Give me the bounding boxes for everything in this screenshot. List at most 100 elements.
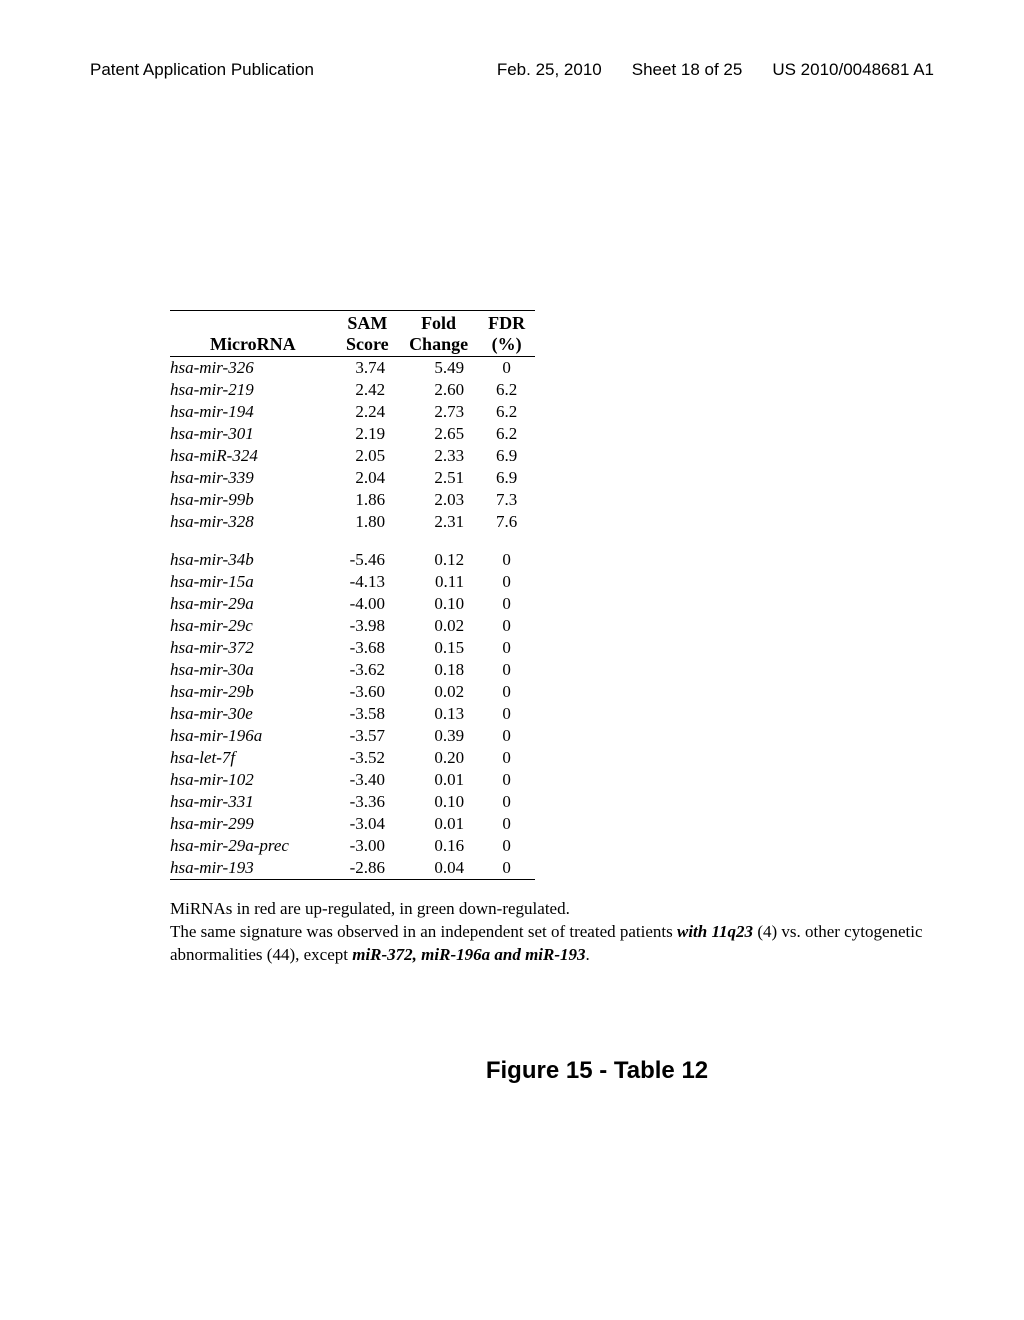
table-row: hsa-mir-29b-3.600.020 bbox=[170, 681, 535, 703]
cell-fold: 0.01 bbox=[399, 769, 478, 791]
header-sheet: Sheet 18 of 25 bbox=[632, 60, 743, 80]
cell-fdr: 6.2 bbox=[478, 379, 535, 401]
figure-caption: Figure 15 - Table 12 bbox=[170, 1057, 1024, 1085]
table-row: hsa-mir-196a-3.570.390 bbox=[170, 725, 535, 747]
table-row: hsa-mir-193-2.860.040 bbox=[170, 857, 535, 880]
cell-microrna: hsa-let-7f bbox=[170, 747, 336, 769]
table-row: hsa-mir-29a-4.000.100 bbox=[170, 593, 535, 615]
cell-sam: -2.86 bbox=[336, 857, 399, 880]
cell-fold: 0.12 bbox=[399, 549, 478, 571]
cell-microrna: hsa-mir-194 bbox=[170, 401, 336, 423]
cell-fold: 0.10 bbox=[399, 791, 478, 813]
cell-fdr: 0 bbox=[478, 549, 535, 571]
cell-microrna: hsa-mir-30e bbox=[170, 703, 336, 725]
page-header: Patent Application Publication Feb. 25, … bbox=[0, 0, 1024, 80]
cell-fdr: 6.9 bbox=[478, 467, 535, 489]
cell-fold: 0.20 bbox=[399, 747, 478, 769]
cell-fdr: 0 bbox=[478, 769, 535, 791]
cell-sam: -3.57 bbox=[336, 725, 399, 747]
table-row: hsa-mir-372-3.680.150 bbox=[170, 637, 535, 659]
cell-microrna: hsa-mir-372 bbox=[170, 637, 336, 659]
cell-fdr: 0 bbox=[478, 703, 535, 725]
cell-sam: 2.04 bbox=[336, 467, 399, 489]
table-row: hsa-mir-3281.802.317.6 bbox=[170, 511, 535, 533]
cell-fold: 0.11 bbox=[399, 571, 478, 593]
cell-sam: 2.19 bbox=[336, 423, 399, 445]
cell-sam: -3.62 bbox=[336, 659, 399, 681]
table-row: hsa-mir-3012.192.656.2 bbox=[170, 423, 535, 445]
cell-microrna: hsa-mir-29c bbox=[170, 615, 336, 637]
table-row: hsa-mir-1942.242.736.2 bbox=[170, 401, 535, 423]
header-right: Feb. 25, 2010 Sheet 18 of 25 US 2010/004… bbox=[497, 60, 934, 80]
cell-microrna: hsa-mir-15a bbox=[170, 571, 336, 593]
cell-sam: -4.13 bbox=[336, 571, 399, 593]
table-row: hsa-miR-3242.052.336.9 bbox=[170, 445, 535, 467]
cell-sam: -3.58 bbox=[336, 703, 399, 725]
cell-fdr: 0 bbox=[478, 747, 535, 769]
cell-microrna: hsa-mir-331 bbox=[170, 791, 336, 813]
cell-fold: 0.02 bbox=[399, 615, 478, 637]
cell-fdr: 0 bbox=[478, 813, 535, 835]
cell-fold: 2.33 bbox=[399, 445, 478, 467]
col-sam: SAM Score bbox=[336, 311, 399, 357]
cell-fdr: 6.2 bbox=[478, 401, 535, 423]
cell-fold: 2.73 bbox=[399, 401, 478, 423]
cell-sam: -3.36 bbox=[336, 791, 399, 813]
content-area: MicroRNA SAM Score Fold Change FDR (%) h… bbox=[0, 310, 1024, 1085]
cell-microrna: hsa-mir-102 bbox=[170, 769, 336, 791]
cell-sam: -3.04 bbox=[336, 813, 399, 835]
cell-fold: 2.51 bbox=[399, 467, 478, 489]
cell-fdr: 0 bbox=[478, 571, 535, 593]
cell-sam: 2.05 bbox=[336, 445, 399, 467]
cell-fold: 0.13 bbox=[399, 703, 478, 725]
header-publication: Patent Application Publication bbox=[90, 60, 314, 80]
cell-fold: 0.16 bbox=[399, 835, 478, 857]
cell-sam: -4.00 bbox=[336, 593, 399, 615]
cell-sam: 2.42 bbox=[336, 379, 399, 401]
table-row: hsa-mir-30a-3.620.180 bbox=[170, 659, 535, 681]
cell-microrna: hsa-mir-299 bbox=[170, 813, 336, 835]
cell-microrna: hsa-mir-34b bbox=[170, 549, 336, 571]
cell-fold: 0.15 bbox=[399, 637, 478, 659]
table-row: hsa-mir-15a-4.130.110 bbox=[170, 571, 535, 593]
cell-fold: 0.01 bbox=[399, 813, 478, 835]
cell-fdr: 0 bbox=[478, 659, 535, 681]
cell-fold: 0.02 bbox=[399, 681, 478, 703]
cell-fdr: 0 bbox=[478, 357, 535, 380]
note-line-1: MiRNAs in red are up-regulated, in green… bbox=[170, 898, 950, 921]
cell-microrna: hsa-mir-99b bbox=[170, 489, 336, 511]
table-row: hsa-mir-299-3.040.010 bbox=[170, 813, 535, 835]
cell-fold: 2.65 bbox=[399, 423, 478, 445]
cell-sam: 1.86 bbox=[336, 489, 399, 511]
table-row: hsa-mir-331-3.360.100 bbox=[170, 791, 535, 813]
cell-fdr: 0 bbox=[478, 593, 535, 615]
spacer-row bbox=[170, 533, 535, 549]
cell-sam: -3.00 bbox=[336, 835, 399, 857]
table-row: hsa-mir-29a-prec-3.000.160 bbox=[170, 835, 535, 857]
table-row: hsa-mir-3263.745.490 bbox=[170, 357, 535, 380]
cell-fdr: 6.2 bbox=[478, 423, 535, 445]
table-row: hsa-mir-30e-3.580.130 bbox=[170, 703, 535, 725]
cell-fdr: 7.3 bbox=[478, 489, 535, 511]
cell-microrna: hsa-mir-29a bbox=[170, 593, 336, 615]
table-row: hsa-mir-29c-3.980.020 bbox=[170, 615, 535, 637]
cell-microrna: hsa-mir-193 bbox=[170, 857, 336, 880]
cell-fold: 2.60 bbox=[399, 379, 478, 401]
cell-sam: -3.60 bbox=[336, 681, 399, 703]
cell-sam: -5.46 bbox=[336, 549, 399, 571]
cell-sam: 2.24 bbox=[336, 401, 399, 423]
note-line-2: The same signature was observed in an in… bbox=[170, 921, 950, 967]
col-fdr: FDR (%) bbox=[478, 311, 535, 357]
header-date: Feb. 25, 2010 bbox=[497, 60, 602, 80]
cell-microrna: hsa-mir-328 bbox=[170, 511, 336, 533]
header-pubno: US 2010/0048681 A1 bbox=[772, 60, 934, 80]
cell-fdr: 0 bbox=[478, 725, 535, 747]
cell-fdr: 6.9 bbox=[478, 445, 535, 467]
table-header-row: MicroRNA SAM Score Fold Change FDR (%) bbox=[170, 311, 535, 357]
cell-fdr: 0 bbox=[478, 791, 535, 813]
cell-fold: 5.49 bbox=[399, 357, 478, 380]
cell-microrna: hsa-mir-29a-prec bbox=[170, 835, 336, 857]
cell-sam: 3.74 bbox=[336, 357, 399, 380]
cell-fdr: 0 bbox=[478, 857, 535, 880]
cell-sam: -3.68 bbox=[336, 637, 399, 659]
